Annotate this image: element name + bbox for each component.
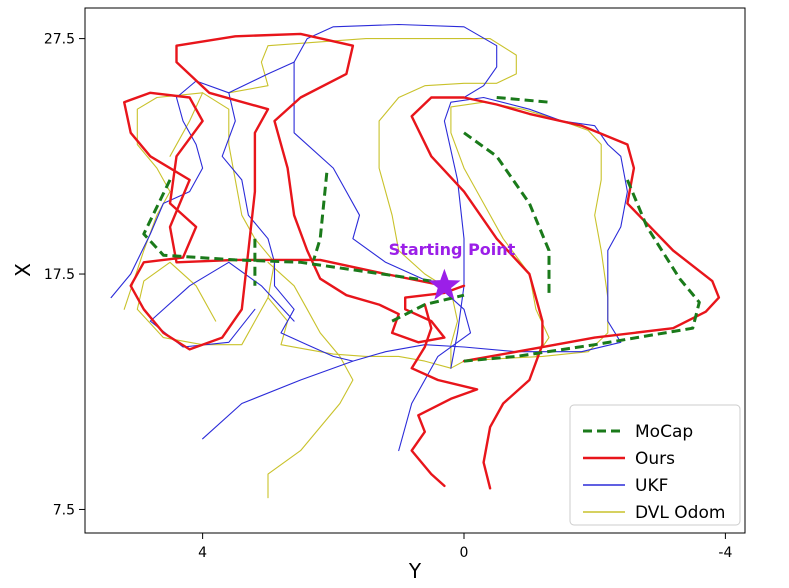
- series-ukf-path-0: [110, 80, 628, 369]
- series-ukf-path-4: [293, 23, 498, 99]
- x-tick-label: 4: [198, 545, 207, 561]
- plot-frame: [84, 7, 746, 534]
- series-mocap-path-0: [142, 179, 432, 283]
- series-dvl-odom-path-4: [267, 261, 354, 499]
- legend-label-mocap: MoCap: [635, 422, 693, 442]
- series-ukf-path-1: [202, 360, 354, 440]
- series-mocap: [142, 96, 701, 363]
- y-tick-label: 7.5: [53, 502, 75, 518]
- series-ours-path-1: [410, 303, 479, 488]
- star-layer: [428, 268, 461, 300]
- series-mocap-path-5: [463, 179, 701, 363]
- series-dvl-odom-path-1: [169, 92, 204, 157]
- series-dvl-odom-path-2: [136, 261, 269, 346]
- y-axis-label: X: [11, 263, 35, 277]
- legend-label-dvl-odom: DVL Odom: [635, 503, 725, 523]
- y-tick-label: 17.5: [44, 267, 75, 283]
- series-ours-path-0: [123, 32, 466, 351]
- series-ukf-path-3: [228, 61, 472, 452]
- series-ours: [123, 32, 721, 490]
- legend-label-ours: Ours: [635, 449, 675, 469]
- legend-box: [569, 404, 741, 526]
- ticks-layer: 4 0 -4 7.5 17.5 27.5: [44, 32, 733, 561]
- series-mocap-path-2: [312, 172, 329, 261]
- y-tick-label: 27.5: [44, 32, 75, 48]
- x-axis-label: Y: [408, 559, 422, 583]
- annotation-label: Starting Point: [389, 240, 516, 259]
- legend: MoCap Ours UKF DVL Odom: [569, 404, 741, 526]
- legend-label-ukf: UKF: [635, 476, 668, 496]
- series-layer: [110, 23, 721, 499]
- series-dvl-odom-path-3: [228, 38, 517, 369]
- x-tick-label: -4: [718, 545, 732, 561]
- series-mocap-path-3: [496, 96, 550, 104]
- series-mocap-path-6: [391, 293, 465, 323]
- series-ours-path-2: [410, 96, 721, 490]
- x-tick-label: 0: [460, 545, 469, 561]
- starting-point-star-icon: [428, 268, 461, 300]
